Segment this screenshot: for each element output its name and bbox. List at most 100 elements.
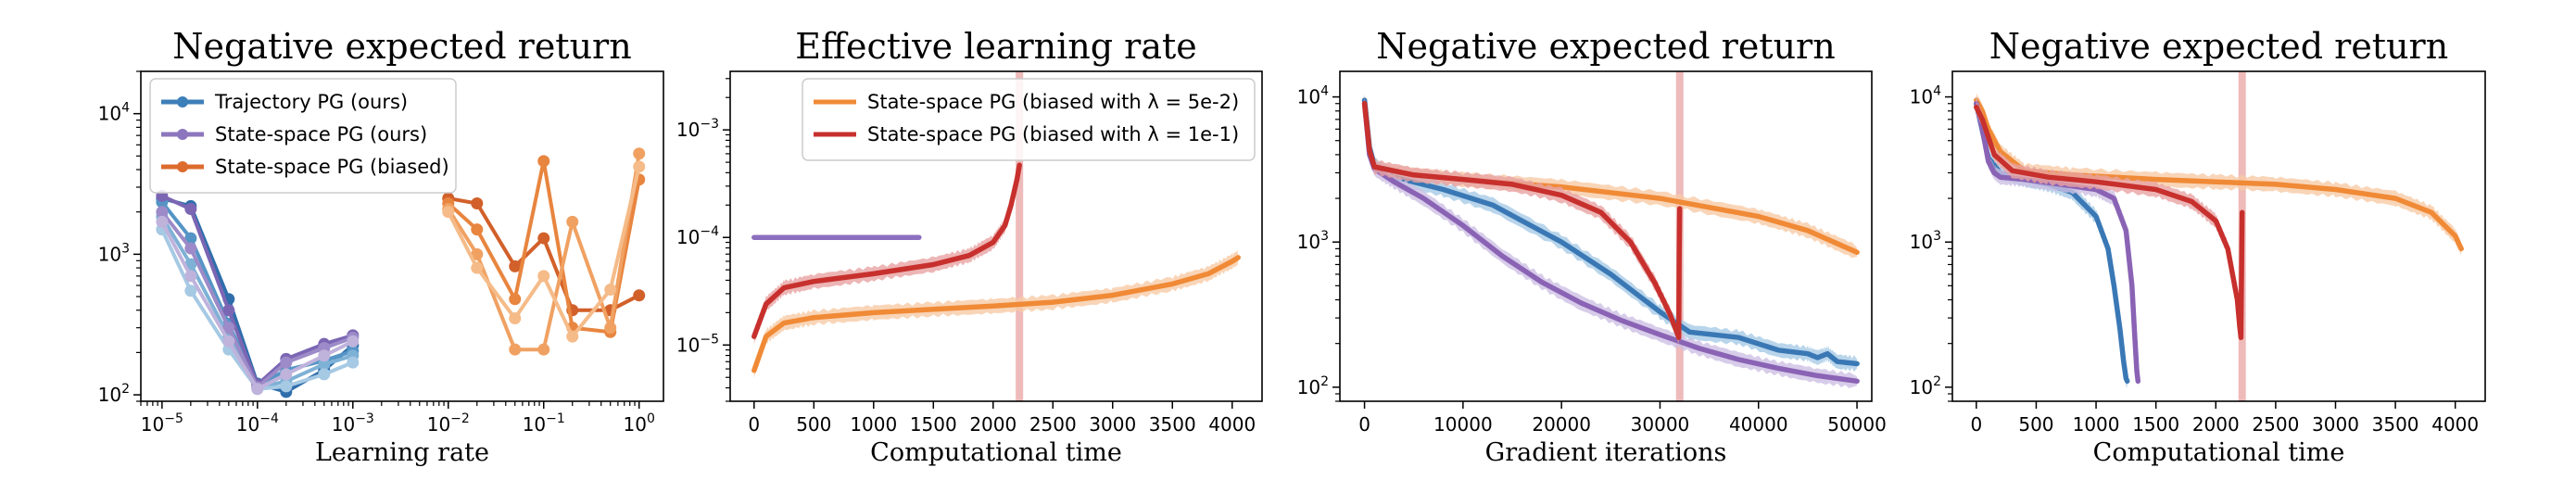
- x-tick-label: 2000: [969, 413, 1017, 436]
- series-line: [1361, 100, 1860, 385]
- x-tick-label: 3000: [1089, 413, 1136, 436]
- x-tick-label: 1000: [850, 413, 897, 436]
- series-point: [509, 312, 522, 325]
- tick-base: 10: [676, 119, 700, 141]
- series-point: [318, 358, 331, 371]
- legend-frame: [802, 78, 1256, 161]
- series-point: [633, 289, 646, 302]
- y-tick-label: 102: [1297, 374, 1329, 398]
- y-tick-label: 10−5: [676, 332, 719, 356]
- x-tick-label: 10000: [1433, 413, 1493, 436]
- tick-base: 10: [236, 413, 259, 436]
- series-point: [442, 206, 455, 219]
- series-point: [509, 293, 522, 306]
- x-tick-label: 1500: [2132, 413, 2179, 436]
- tick-exponent: 3: [121, 241, 130, 256]
- series-point: [471, 196, 484, 209]
- series-point: [633, 147, 646, 160]
- tick-base: 10: [141, 413, 164, 436]
- series-point: [566, 215, 579, 228]
- tick-base: 10: [1297, 86, 1320, 108]
- tick-base: 10: [1910, 231, 1933, 253]
- y-tick-label: 102: [98, 382, 130, 406]
- tick-base: 10: [1297, 231, 1320, 253]
- tick-base: 10: [427, 413, 450, 436]
- tick-exponent: 2: [1320, 374, 1329, 389]
- x-axis-label: Gradient iterations: [1485, 438, 1727, 467]
- x-tick-label: 500: [2018, 413, 2053, 436]
- panel-return-vs-iterations: Negative expected return 0 10000 20000 30000…: [1297, 26, 1887, 467]
- x-tick-label: 2500: [1029, 413, 1077, 436]
- legend-label: State-space PG (biased): [215, 156, 449, 178]
- tick-base: 10: [624, 413, 647, 436]
- x-axis-label: Computational time: [2093, 438, 2345, 467]
- series-line: [751, 162, 1022, 339]
- series-point: [566, 330, 579, 343]
- y-tick-label: 103: [1910, 229, 1941, 253]
- series-line: [1361, 100, 1683, 340]
- legend-label: State-space PG (ours): [215, 123, 427, 145]
- series-point: [251, 383, 264, 396]
- plot-area: [156, 147, 646, 398]
- series-point: [537, 270, 550, 283]
- tick-exponent: −5: [700, 332, 719, 347]
- x-tick-label: 40000: [1729, 413, 1788, 436]
- tick-exponent: 2: [121, 382, 130, 397]
- legend: State-space PG (biased with λ = 5e-2) Sta…: [802, 78, 1256, 161]
- legend-label: Trajectory PG (ours): [214, 91, 408, 113]
- x-tick-label: 4000: [1208, 413, 1256, 436]
- x-tick-label: 10−3: [332, 411, 374, 436]
- tick-exponent: 4: [1320, 84, 1329, 99]
- x-tick-label: 500: [796, 413, 831, 436]
- x-tick-label: 1500: [910, 413, 957, 436]
- x-tick-label: 2500: [2252, 413, 2299, 436]
- series-variance-band: [1976, 99, 2242, 345]
- x-axis-label: Computational time: [870, 438, 1122, 467]
- series-point: [184, 270, 197, 283]
- x-tick-label: 30000: [1631, 413, 1690, 436]
- x-tick-label: 50000: [1827, 413, 1887, 436]
- tick-base: 10: [98, 243, 121, 265]
- series-point: [509, 343, 522, 356]
- tick-exponent: −4: [259, 411, 279, 426]
- panel-return-vs-time: Negative expected return 0 500 1000 1500 2000…: [1910, 26, 2486, 467]
- series-point: [184, 202, 197, 215]
- tick-exponent: 3: [1933, 229, 1941, 244]
- x-tick-label: 3000: [2312, 413, 2359, 436]
- series-point: [222, 335, 235, 348]
- x-tick-label: 0: [748, 413, 760, 436]
- tick-base: 10: [1910, 86, 1933, 108]
- tick-base: 10: [1910, 376, 1933, 398]
- tick-exponent: −3: [700, 117, 719, 132]
- tick-base: 10: [98, 103, 121, 125]
- series-point: [537, 343, 550, 356]
- y-tick-label: 104: [1297, 84, 1329, 108]
- series-point: [280, 356, 293, 369]
- tick-base: 10: [1297, 376, 1320, 398]
- chart-title: Negative expected return: [1989, 26, 2448, 67]
- x-axis-label: Learning rate: [315, 438, 489, 467]
- series-point: [280, 368, 293, 381]
- series-point: [471, 261, 484, 274]
- y-tick-label: 103: [98, 241, 130, 265]
- tick-exponent: 4: [121, 101, 130, 116]
- series-point: [318, 368, 331, 381]
- tick-exponent: −4: [700, 224, 719, 239]
- x-tick-label: 0: [1358, 413, 1370, 436]
- tick-base: 10: [332, 413, 355, 436]
- series-point: [537, 155, 550, 168]
- series-variance-band: [753, 158, 1020, 345]
- tick-exponent: −1: [546, 411, 565, 426]
- legend-marker: [177, 96, 188, 107]
- x-tick-label: 10−5: [141, 411, 183, 436]
- x-tick-label: 3500: [2372, 413, 2419, 436]
- series-line: [751, 255, 1241, 373]
- series-point: [184, 232, 197, 245]
- tick-exponent: −2: [450, 411, 470, 426]
- plot-area: [1361, 71, 1860, 401]
- plot-area: [1974, 71, 2464, 401]
- tick-exponent: 3: [1320, 229, 1329, 244]
- series-variance-band: [1976, 95, 2139, 389]
- series-point: [604, 284, 617, 297]
